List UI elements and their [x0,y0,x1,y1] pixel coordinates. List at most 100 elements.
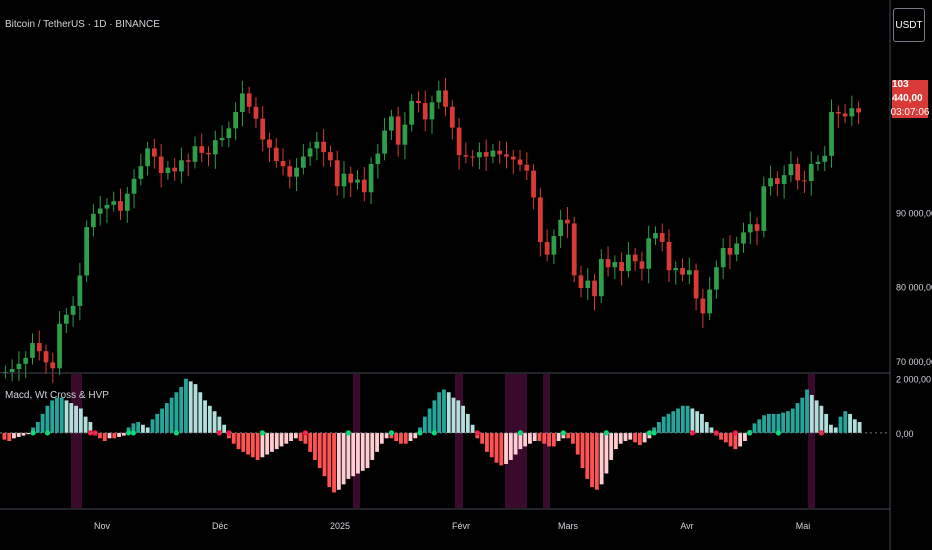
candle-body [565,219,570,224]
histogram-bar [690,408,695,433]
histogram-bar [442,389,446,433]
histogram-bar [781,412,786,433]
histogram-bar [451,397,456,433]
price-candles [3,77,861,383]
hvp-band [71,374,82,508]
candle-body [151,148,157,157]
candle-body [714,267,719,290]
candle-body [192,146,198,162]
candle-body [131,178,137,194]
candle-body [449,106,455,128]
histogram-bar [800,397,805,433]
candle-body [693,270,699,299]
candle-body [463,155,469,157]
histogram-bar [762,415,766,433]
histogram-bar [279,432,284,447]
histogram-bar [26,432,31,435]
candle-body [456,127,462,156]
candle-body [429,102,435,120]
candle-body [659,233,665,242]
histogram-bar [150,419,155,433]
histogram-bar [384,432,389,439]
candle-body [70,305,76,315]
histogram-bar [31,427,35,433]
histogram-bar [743,432,747,441]
last-price-tag: 103 440,00 03:07:06 [891,79,929,118]
histogram-bar [174,392,179,433]
histogram-bar [504,432,508,465]
cross-marker [747,430,753,436]
histogram-bar [59,397,64,433]
histogram-bar [470,424,475,433]
candle-body [267,139,272,148]
histogram-bar [389,432,394,439]
histogram-bar [64,400,69,433]
histogram-bar [728,432,733,447]
histogram-bar [489,432,494,458]
histogram-bar [857,422,862,433]
histogram-bar [590,432,594,488]
y-tick-label: 80 000,00 [896,283,932,293]
candle-body [768,178,773,187]
candle-body [260,118,266,140]
candle-body [443,90,448,107]
histogram-bar [289,432,293,441]
histogram-bar [260,432,265,458]
currency-button[interactable]: USDT [893,8,925,42]
candle-body [355,179,360,183]
histogram-bar [637,432,642,446]
candle-body [30,343,35,358]
histogram-bar [437,392,442,433]
histogram-bar [485,432,489,452]
histogram-bar [508,432,513,460]
candle-body [179,160,184,172]
histogram-bar [336,432,341,490]
candle-body [646,238,652,269]
candle-body [287,166,293,177]
candle-body [605,259,611,268]
candle-body [517,159,523,165]
histogram-bar [121,432,126,436]
x-tick-label: Mars [558,521,578,531]
macd-histogram [2,378,862,493]
histogram-bar [370,432,375,460]
histogram-bar [346,432,351,479]
histogram-bar [738,432,743,447]
candle-body [720,247,726,268]
candle-body [36,343,42,352]
histogram-bar [513,432,518,455]
histogram-bar [188,381,193,433]
histogram-bar [585,432,590,479]
histogram-bar [98,432,102,439]
histogram-bar [394,432,399,441]
histogram-bar [609,432,614,460]
candle-body [829,112,834,156]
candle-body [856,108,861,113]
candle-body [747,224,753,233]
histogram-bar [666,413,671,433]
candle-body [226,128,232,138]
candle-body [639,261,645,269]
histogram-bar [671,411,676,433]
histogram-bar [848,413,852,433]
histogram-bar [456,400,461,433]
x-tick-label: Févr [452,521,470,531]
candle-body [273,147,279,162]
histogram-bar [160,408,164,433]
histogram-bar [824,413,829,433]
histogram-bar [618,432,623,444]
candle-body [409,100,415,125]
cross-marker [130,430,136,436]
candle-body [321,141,327,153]
cross-marker [431,430,437,436]
histogram-bar [852,419,857,433]
candle-body [592,280,597,297]
cross-marker [651,430,657,436]
candle-body [9,369,15,372]
candle-body [314,141,320,149]
histogram-bar [102,432,107,441]
last-price-value: 103 440,00 [892,79,923,104]
candle-body [185,160,191,162]
histogram-bar [317,432,322,469]
